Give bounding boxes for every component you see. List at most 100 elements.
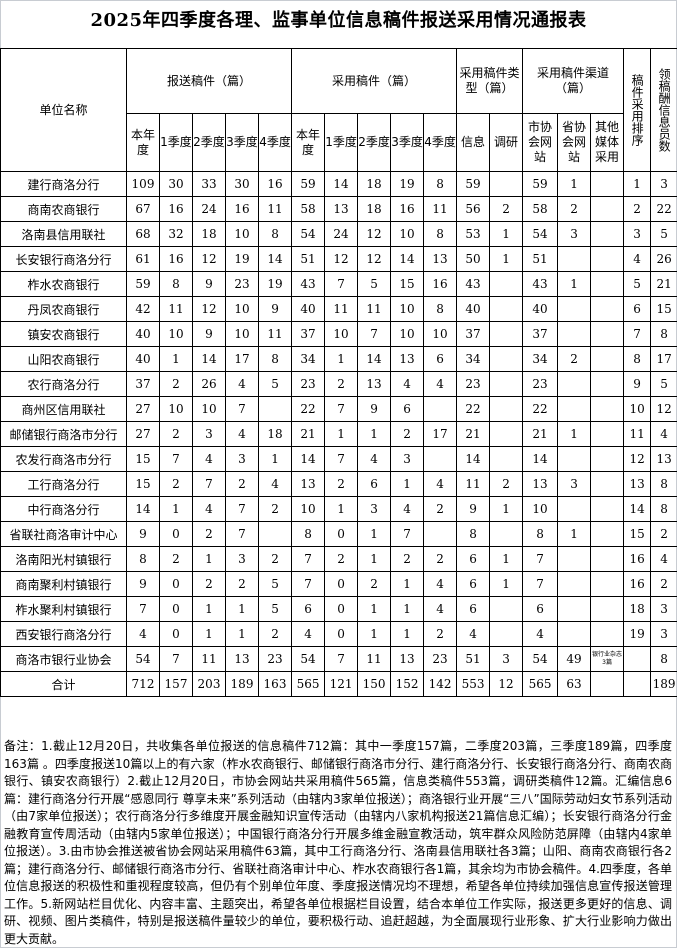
value-cell: 1 [324,346,359,372]
value-cell: 4 [650,421,677,447]
value-cell: 1 [623,171,652,197]
value-cell [590,446,625,472]
value-cell: 5 [650,371,677,397]
value-cell: 51 [456,646,491,672]
value-cell: 1 [257,446,293,472]
value-cell [590,196,625,222]
value-cell: 27 [126,421,160,447]
value-cell: 10 [623,396,652,422]
value-cell: 19 [225,246,259,272]
value-cell: 15 [623,521,652,547]
value-cell [489,621,524,647]
value-cell: 6 [291,596,326,622]
header-submitted: 报送稿件（篇） [125,48,293,114]
value-cell: 7 [522,571,559,597]
value-cell: 17 [423,421,458,447]
value-cell: 2 [159,471,193,497]
value-cell: 16 [159,246,193,272]
value-cell [489,371,524,397]
value-cell [590,621,625,647]
value-cell [257,396,293,422]
value-cell: 3 [390,446,425,472]
value-cell: 34 [456,346,491,372]
unit-name-cell: 长安银行商洛分行 [0,246,127,272]
table-row: 柞水聚利村镇银行 7 0 1 1 5 6 0 1 1 4 6 6 18 3 [0,596,677,622]
value-cell: 1 [489,246,524,272]
table-row: 镇安农商银行 40 10 9 10 11 37 10 7 10 10 37 37 7 8 [0,321,677,347]
value-cell: 8 [126,546,160,572]
value-cell: 7 [291,546,326,572]
value-cell: 16 [159,196,193,222]
value-cell: 14 [390,246,425,272]
header-adopted: 采用稿件（篇） [291,48,458,114]
value-cell: 50 [456,246,491,272]
unit-name-cell: 农行商洛分行 [0,371,127,397]
sub-header-submitted: 4季度 [257,113,293,172]
value-cell: 3 [650,596,677,622]
value-cell: 10 [390,296,425,322]
value-cell: 59 [456,171,491,197]
value-cell: 5 [257,571,293,597]
value-cell [489,446,524,472]
value-cell: 6 [456,546,491,572]
value-cell: 15 [126,446,160,472]
value-cell [557,571,592,597]
value-cell: 7 [390,521,425,547]
value-cell: 565 [522,671,559,697]
value-cell: 21 [522,421,559,447]
value-cell: 61 [126,246,160,272]
value-cell: 163 [257,671,293,697]
value-cell: 12 [357,221,392,247]
header-unit-name: 单位名称 [0,48,127,172]
value-cell: 14 [257,246,293,272]
value-cell: 7 [225,521,259,547]
value-cell: 7 [291,571,326,597]
value-cell [557,546,592,572]
value-cell: 0 [324,521,359,547]
value-cell: 43 [522,271,559,297]
value-cell: 3 [557,471,592,497]
value-cell: 142 [423,671,458,697]
value-cell: 40 [522,296,559,322]
value-cell [489,271,524,297]
sub-header-adopted: 本年度 [291,113,326,172]
value-cell: 9 [126,571,160,597]
value-cell: 23 [456,371,491,397]
value-cell [623,646,652,672]
sub-header-submitted: 本年度 [126,113,160,172]
value-cell: 3 [650,621,677,647]
table-row: 商南聚利村镇银行 9 0 2 2 5 7 0 2 1 4 6 1 7 16 2 [0,571,677,597]
value-cell: 4 [390,371,425,397]
value-cell: 10 [159,396,193,422]
table-row: 邮储银行商洛市分行 27 2 3 4 18 21 1 1 2 17 21 21 1 11 4 [0,421,677,447]
value-cell: 565 [291,671,326,697]
unit-name-cell: 洛南阳光村镇银行 [0,546,127,572]
value-cell: 17 [650,346,677,372]
value-cell [590,371,625,397]
value-cell: 10 [324,321,359,347]
value-cell: 5 [623,271,652,297]
value-cell: 7 [225,496,259,522]
value-cell: 43 [291,271,326,297]
value-cell: 2 [159,546,193,572]
value-cell: 8 [456,521,491,547]
value-cell: 11 [257,196,293,222]
value-cell [489,396,524,422]
value-cell [557,396,592,422]
value-cell: 8 [159,271,193,297]
value-cell: 203 [192,671,226,697]
value-cell: 15 [390,271,425,297]
value-cell: 150 [357,671,392,697]
value-cell: 13 [650,446,677,472]
value-cell: 10 [225,221,259,247]
value-cell [557,496,592,522]
value-cell: 12 [324,246,359,272]
value-cell: 11 [324,296,359,322]
value-cell: 24 [324,221,359,247]
value-cell: 10 [390,221,425,247]
value-cell [423,521,458,547]
value-cell: 1 [390,471,425,497]
value-cell: 2 [324,546,359,572]
value-cell [590,246,625,272]
value-cell: 189 [650,671,677,697]
